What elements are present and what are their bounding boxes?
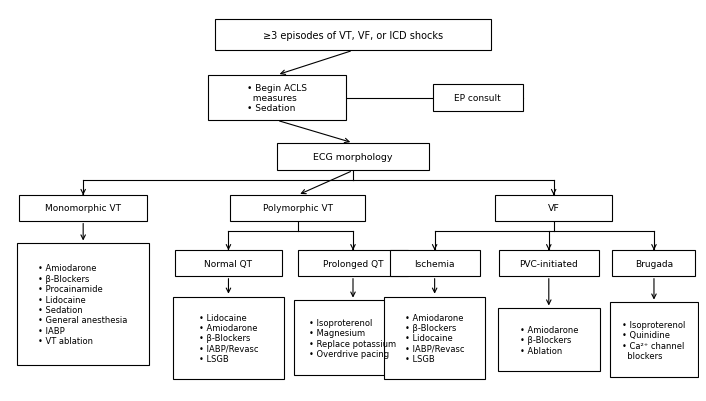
FancyBboxPatch shape [18,244,149,366]
Text: • Amiodarone
• β-Blockers
• Procainamide
• Lidocaine
• Sedation
• General anesth: • Amiodarone • β-Blockers • Procainamide… [39,264,128,345]
Text: • Isoproterenol
• Quinidine
• Ca²⁺ channel
  blockers: • Isoproterenol • Quinidine • Ca²⁺ chann… [622,320,686,360]
FancyBboxPatch shape [175,251,282,276]
FancyBboxPatch shape [208,76,346,121]
Text: Polymorphic VT: Polymorphic VT [263,204,333,213]
Text: EP consult: EP consult [454,94,501,103]
FancyBboxPatch shape [498,309,600,371]
FancyBboxPatch shape [298,251,408,276]
FancyBboxPatch shape [215,20,491,51]
Text: • Lidocaine
• Amiodarone
• β-Blockers
• IABP/Revasc
• LSGB: • Lidocaine • Amiodarone • β-Blockers • … [198,313,258,363]
FancyBboxPatch shape [390,251,479,276]
FancyBboxPatch shape [294,301,412,375]
Text: PVC-initiated: PVC-initiated [520,259,578,268]
Text: Prolonged QT: Prolonged QT [323,259,383,268]
Text: Monomorphic VT: Monomorphic VT [45,204,121,213]
Text: • Amiodarone
• β-Blockers
• Ablation: • Amiodarone • β-Blockers • Ablation [520,325,578,355]
Text: • Begin ACLS
  measures
• Sedation: • Begin ACLS measures • Sedation [247,83,307,113]
FancyBboxPatch shape [173,297,284,379]
Text: • Amiodarone
• β-Blockers
• Lidocaine
• IABP/Revasc
• LSGB: • Amiodarone • β-Blockers • Lidocaine • … [405,313,465,363]
FancyBboxPatch shape [498,251,599,276]
FancyBboxPatch shape [433,85,522,112]
Text: ≥3 episodes of VT, VF, or ICD shocks: ≥3 episodes of VT, VF, or ICD shocks [263,30,443,41]
FancyBboxPatch shape [610,303,698,377]
FancyBboxPatch shape [385,297,485,379]
FancyBboxPatch shape [230,196,365,221]
Text: • Isoproterenol
• Magnesium
• Replace potassium
• Overdrive pacing: • Isoproterenol • Magnesium • Replace po… [309,318,397,358]
Text: Normal QT: Normal QT [205,259,253,268]
FancyBboxPatch shape [495,196,613,221]
FancyBboxPatch shape [19,196,147,221]
Text: ECG morphology: ECG morphology [313,153,393,162]
Text: Ischemia: Ischemia [414,259,455,268]
Text: Brugada: Brugada [635,259,673,268]
FancyBboxPatch shape [277,144,429,171]
FancyBboxPatch shape [612,251,695,276]
Text: VF: VF [548,204,560,213]
